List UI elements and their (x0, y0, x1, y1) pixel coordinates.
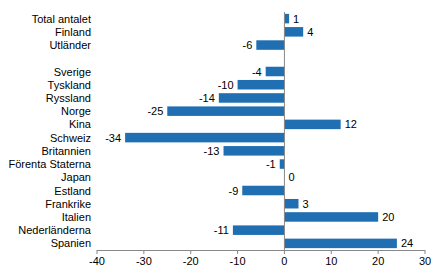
data-label: -1 (266, 158, 276, 170)
category-label: Sverige (54, 66, 91, 78)
category-label: Nederländerna (18, 224, 92, 236)
tick-label: 10 (325, 255, 337, 267)
data-label: -11 (214, 224, 229, 236)
data-label: 24 (401, 237, 413, 249)
tick (190, 250, 191, 254)
tick-label: 0 (281, 255, 287, 267)
category-label: Japan (61, 171, 91, 183)
category-label: Utländer (49, 39, 91, 51)
chart: Total antalet 1 Finland 4 Utländer -6 Sverige -… (0, 0, 442, 272)
data-label: 12 (345, 118, 357, 130)
bar (233, 225, 285, 235)
tick (97, 250, 98, 254)
data-label: -25 (147, 105, 163, 117)
category-label: Italien (62, 211, 91, 223)
bar (219, 93, 285, 103)
tick (378, 250, 379, 254)
data-label: 20 (382, 211, 394, 223)
tick (284, 250, 285, 254)
bar (284, 14, 289, 24)
bar (284, 120, 340, 130)
bar (256, 40, 284, 50)
tick-label: -10 (230, 255, 246, 267)
tick-label: -30 (136, 255, 152, 267)
category-label: Frankrike (45, 198, 91, 210)
data-label: -9 (228, 185, 238, 197)
bar (284, 239, 396, 249)
bars (125, 14, 397, 248)
tick (425, 250, 426, 254)
category-label: Finland (55, 26, 91, 38)
tick (237, 250, 238, 254)
bar (167, 106, 284, 116)
bar (224, 146, 285, 156)
tick (143, 250, 144, 254)
tick-label: -40 (89, 255, 105, 267)
category-label: Estland (54, 185, 91, 197)
tick (331, 250, 332, 254)
bar (284, 27, 303, 37)
tick-label: 30 (419, 255, 431, 267)
bar (242, 186, 284, 196)
category-label: Britannien (41, 145, 91, 157)
data-label: -6 (243, 39, 253, 51)
category-label: Total antalet (32, 13, 91, 25)
category-label: Schweiz (50, 132, 91, 144)
data-label: 4 (307, 26, 313, 38)
bar (125, 133, 284, 143)
tick-label: 20 (372, 255, 384, 267)
data-label: -4 (252, 66, 262, 78)
category-label: Ryssland (46, 92, 91, 104)
data-label: 0 (288, 171, 294, 183)
bar (266, 67, 285, 77)
category-label: Kina (69, 118, 92, 130)
category-label: Spanien (51, 237, 91, 249)
category-label: Förenta Staterna (8, 158, 91, 170)
data-label: 1 (293, 13, 299, 25)
category-label: Tyskland (48, 79, 91, 91)
bar (284, 199, 298, 209)
data-label: 3 (302, 198, 308, 210)
tick-label: -20 (183, 255, 199, 267)
data-label: -14 (199, 92, 215, 104)
bar (280, 159, 285, 169)
category-label: Norge (61, 105, 91, 117)
data-label: -34 (105, 132, 121, 144)
data-label: -10 (218, 79, 234, 91)
data-label: -13 (204, 145, 220, 157)
bar (238, 80, 285, 90)
x-axis (97, 250, 425, 251)
zero-line (284, 12, 285, 250)
bar (284, 212, 378, 222)
